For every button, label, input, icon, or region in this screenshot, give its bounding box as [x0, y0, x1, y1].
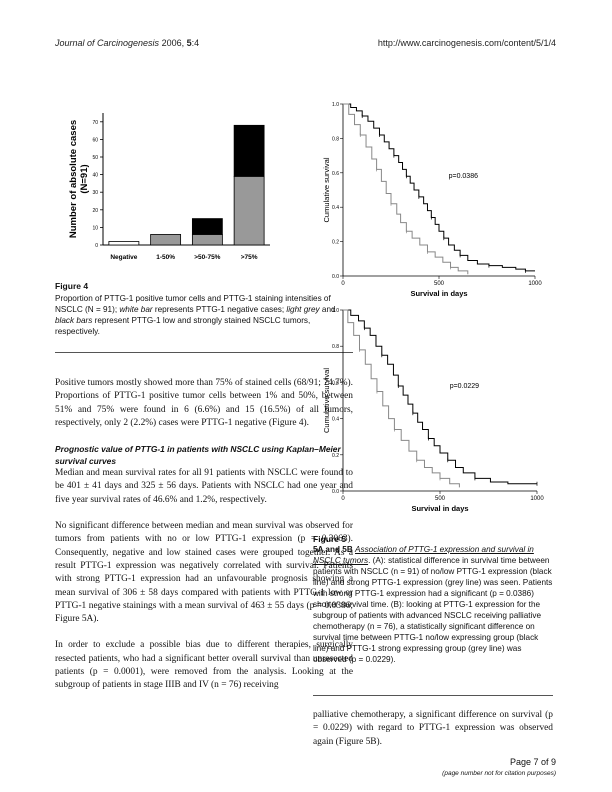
y-tick-label: 10 [92, 225, 98, 231]
paragraph: Positive tumors mostly showed more than … [55, 378, 353, 428]
y-axis-label: Number of absolute cases(N=91) [68, 120, 90, 238]
y-tick-label: 40 [92, 173, 98, 179]
p-value-annotation: p=0.0229 [450, 383, 479, 390]
p-value-annotation: p=0.0386 [449, 173, 478, 180]
left-column-text: Positive tumors mostly showed more than … [55, 377, 353, 693]
y-tick-label: 0.4 [332, 205, 339, 211]
y-tick-label: 0.8 [332, 136, 339, 142]
figure-5-caption-block: Figure 5 5A and 5B Association of PTTG-1… [313, 534, 553, 665]
y-tick-label: 0.2 [332, 453, 339, 459]
x-tick-label: 1000 [530, 496, 544, 502]
y-tick-label: 50 [92, 155, 98, 161]
bar [191, 218, 223, 235]
figure-5-caption: 5A and 5B Association of PTTG-1 expressi… [313, 545, 553, 664]
bar [191, 234, 223, 246]
paragraph: palliative chemotherapy, a significant d… [313, 710, 553, 747]
page-note: (page number not for citation purposes) [442, 770, 556, 777]
y-tick-label: 0.2 [332, 240, 339, 246]
bar [150, 234, 182, 246]
y-tick-label: 1.0 [332, 102, 339, 108]
figure-4-caption: Proportion of PTTG-1 positive tumor cell… [55, 294, 336, 336]
y-axis-label: Cumulative survival [322, 157, 331, 222]
y-tick-label: 1.0 [332, 308, 339, 314]
y-tick-label: 0.8 [332, 344, 339, 350]
figure-4-bar-chart: 0 10 20 30 40 50 60 70 Negative 1-50% >50-75% >75% N… [68, 113, 270, 261]
journal-header: Journal of Carcinogenesis 2006, 5:4 [55, 38, 200, 48]
page-number: Page 7 of 9 [509, 757, 556, 767]
right-column-text: palliative chemotherapy, a significant d… [313, 709, 553, 749]
y-tick-label: 20 [92, 208, 98, 214]
paragraph: No significant difference between median… [55, 521, 353, 625]
x-tick-label: 1000 [528, 281, 542, 287]
x-tick-label: 500 [434, 281, 445, 287]
figure-5a-survival-curve: 0.0 0.2 0.4 0.6 0.8 1.0 0 500 1000 Survival in da… [322, 102, 542, 298]
y-tick-label: 0 [95, 243, 98, 249]
figure-4-caption-block: Figure 4 Proportion of PTTG-1 positive t… [55, 281, 353, 337]
y-tick-label: 60 [92, 137, 98, 143]
article-url[interactable]: http://www.carcinogenesis.com/content/5/… [377, 38, 556, 48]
figure-5-link[interactable]: Association of PTTG-1 expression and sur… [313, 545, 534, 565]
survival-curve [343, 103, 535, 272]
y-axis-label: Cumulative survival [322, 368, 331, 433]
figure-divider [313, 695, 553, 696]
figure-divider [55, 352, 353, 353]
bar [233, 175, 265, 246]
y-tick-label: 70 [92, 120, 98, 126]
y-tick-label: 0.6 [332, 380, 339, 386]
x-axis-label: Survival in days [410, 289, 467, 298]
x-tick-label: 0 [341, 281, 345, 287]
paragraph: In order to exclude a possible bias due … [55, 640, 353, 691]
x-tick-label: >50-75% [194, 254, 220, 261]
y-tick-label: 30 [92, 190, 98, 196]
bar [108, 241, 140, 246]
paragraph: Median and mean survival rates for all 9… [55, 468, 353, 505]
x-tick-label: >75% [241, 254, 258, 261]
figure-5b-survival-curve: 0.0 0.2 0.4 0.6 0.8 1.0 0 500 1000 Survival in da… [322, 308, 544, 513]
y-tick-label: 0.6 [332, 171, 339, 177]
survival-curve [343, 309, 460, 488]
y-tick-label: 0.4 [332, 417, 339, 423]
survival-curve [343, 309, 537, 485]
survival-curve [343, 103, 469, 275]
figure-4-title: Figure 4 [55, 281, 89, 291]
x-tick-label: Negative [110, 254, 137, 261]
x-tick-label: 1-50% [156, 254, 175, 261]
bar [233, 124, 265, 177]
y-tick-label: 0.0 [332, 489, 339, 495]
x-axis-label: Survival in days [411, 504, 468, 513]
figure-5-title: Figure 5 [313, 534, 347, 544]
section-heading: Prognostic value of PTTG-1 in patients w… [55, 444, 341, 467]
y-tick-label: 0.0 [332, 274, 339, 280]
x-tick-label: 500 [435, 496, 446, 502]
x-tick-label: 0 [341, 496, 345, 502]
